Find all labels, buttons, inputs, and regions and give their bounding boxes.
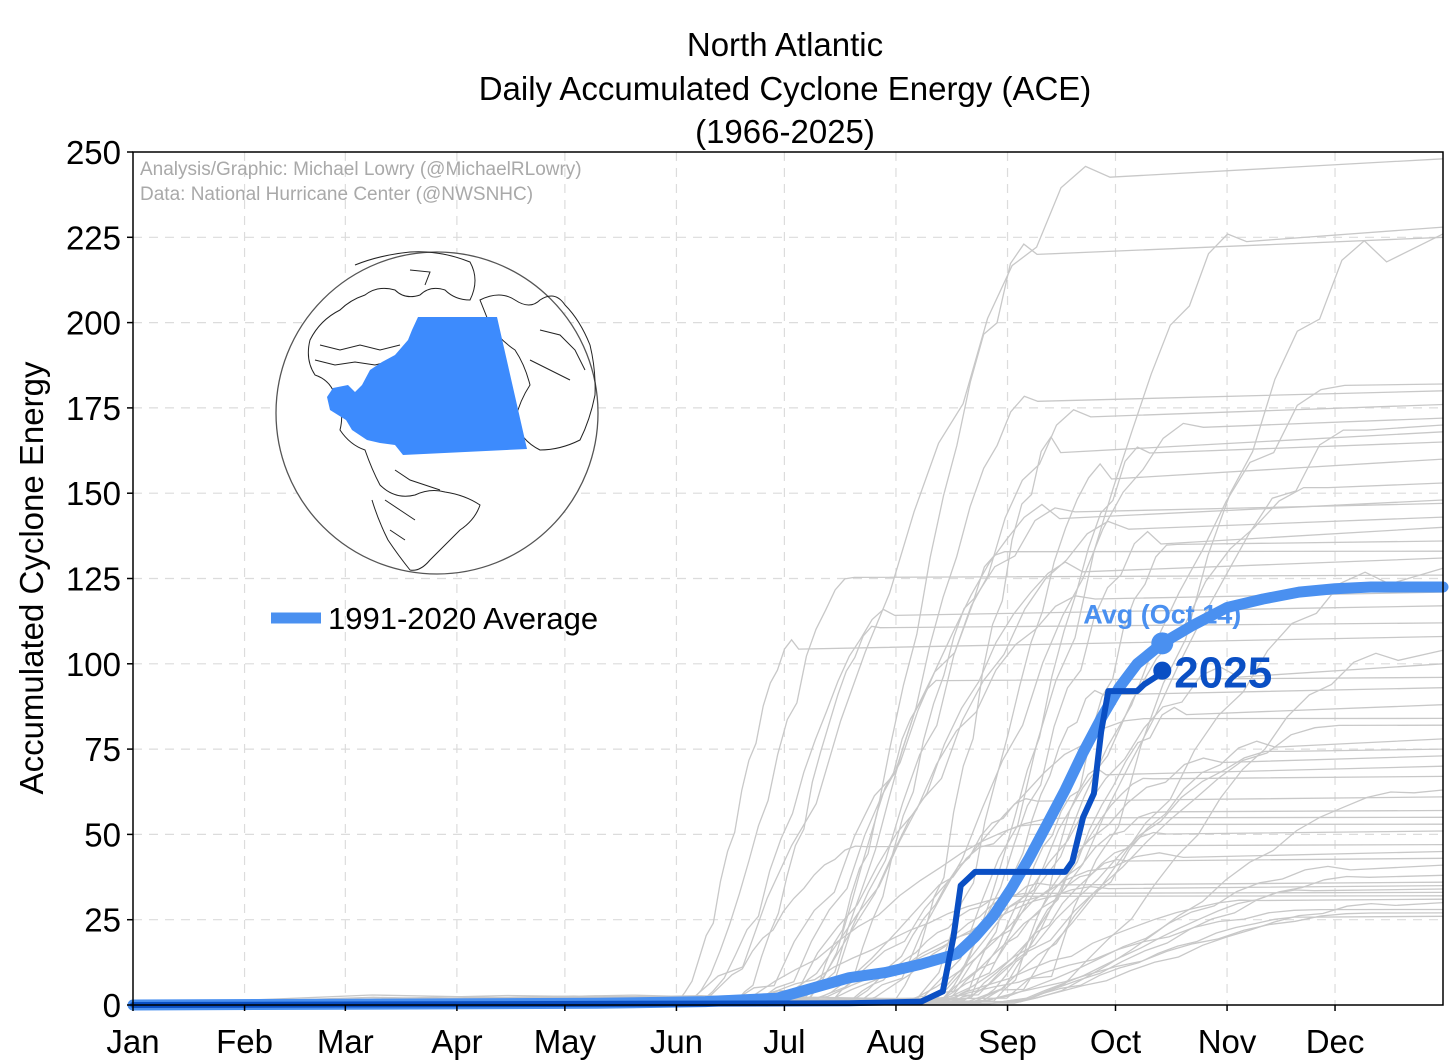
history-season-line — [132, 502, 1444, 1006]
history-season-line — [132, 796, 1444, 1006]
y-tick-label: 100 — [66, 646, 121, 683]
history-season-line — [132, 915, 1444, 1006]
history-season-line — [132, 884, 1444, 1006]
x-tick-label: Jul — [763, 1023, 805, 1060]
history-season-line — [132, 516, 1444, 1006]
x-tick-label: Aug — [867, 1023, 926, 1060]
y-tick-label: 25 — [84, 902, 121, 939]
history-season-line — [132, 383, 1444, 1006]
history-season-line — [132, 233, 1444, 1006]
history-season-line — [132, 857, 1444, 1006]
x-tick-label: Jun — [650, 1023, 703, 1060]
average-annotation: Avg (Oct 14) — [1083, 599, 1241, 629]
history-season-line — [132, 809, 1444, 1006]
history-season-line — [132, 755, 1444, 1006]
history-season-line — [132, 526, 1444, 1006]
current-year-annotation: 2025 — [1174, 649, 1272, 698]
y-axis-ticks: 0 25 50 75 100 125 150 175 200 225 250 — [66, 134, 133, 1024]
history-season-line — [132, 499, 1444, 1006]
chart-title-line-2: Daily Accumulated Cyclone Energy (ACE) — [479, 70, 1092, 107]
series-layer: Avg (Oct 14) 2025 — [127, 581, 1449, 1011]
chart-title-line-1: North Atlantic — [687, 26, 883, 63]
history-season-line — [132, 901, 1444, 1006]
x-tick-label: Feb — [216, 1023, 273, 1060]
credit-analysis: Analysis/Graphic: Michael Lowry (@Michae… — [140, 159, 582, 180]
chart-title-line-3: (1966-2025) — [695, 113, 875, 150]
history-season-line — [132, 888, 1444, 1006]
current-end-marker — [1153, 661, 1172, 680]
x-tick-label: Sep — [978, 1023, 1037, 1060]
y-tick-label: 50 — [84, 816, 121, 853]
y-tick-label: 125 — [66, 561, 121, 598]
average-series-line — [127, 581, 1449, 1011]
x-tick-label: Jan — [106, 1023, 159, 1060]
x-tick-label: Nov — [1198, 1023, 1257, 1060]
y-tick-label: 225 — [66, 219, 121, 256]
y-tick-label: 75 — [84, 731, 121, 768]
credit-data: Data: National Hurricane Center (@NWSNHC… — [140, 184, 533, 205]
x-tick-label: Dec — [1306, 1023, 1365, 1060]
y-axis-label: Accumulated Cyclone Energy — [13, 361, 50, 794]
x-axis-ticks: Jan Feb Mar Apr May Jun Jul Aug Sep Oct Nov Dec — [106, 1005, 1364, 1060]
legend-average-label: 1991-2020 Average — [328, 601, 598, 636]
atlantic-basin-region — [327, 317, 527, 455]
y-tick-label: 0 — [103, 987, 121, 1024]
history-season-line — [132, 775, 1444, 1006]
history-season-line — [132, 417, 1444, 1006]
y-tick-label: 250 — [66, 134, 121, 171]
x-tick-label: Oct — [1090, 1023, 1141, 1060]
y-tick-label: 150 — [66, 475, 121, 512]
history-season-line — [132, 830, 1444, 1006]
y-tick-label: 200 — [66, 305, 121, 342]
globe-inset — [275, 251, 599, 575]
history-season-line — [132, 881, 1444, 1006]
legend: 1991-2020 Average — [271, 601, 598, 636]
x-tick-label: May — [534, 1023, 597, 1060]
average-end-marker — [1151, 632, 1174, 655]
y-tick-label: 175 — [66, 390, 121, 427]
history-season-line — [132, 574, 1444, 1006]
current-season-line — [130, 667, 1166, 1008]
history-season-line — [132, 605, 1444, 1006]
history-season-line — [132, 458, 1444, 1006]
x-tick-label: Mar — [317, 1023, 374, 1060]
history-season-line — [132, 431, 1444, 1006]
history-season-line — [132, 704, 1444, 1006]
history-season-line — [132, 441, 1444, 1006]
history-season-line — [132, 635, 1444, 1006]
history-season-line — [132, 622, 1444, 1006]
x-tick-label: Apr — [431, 1023, 482, 1060]
